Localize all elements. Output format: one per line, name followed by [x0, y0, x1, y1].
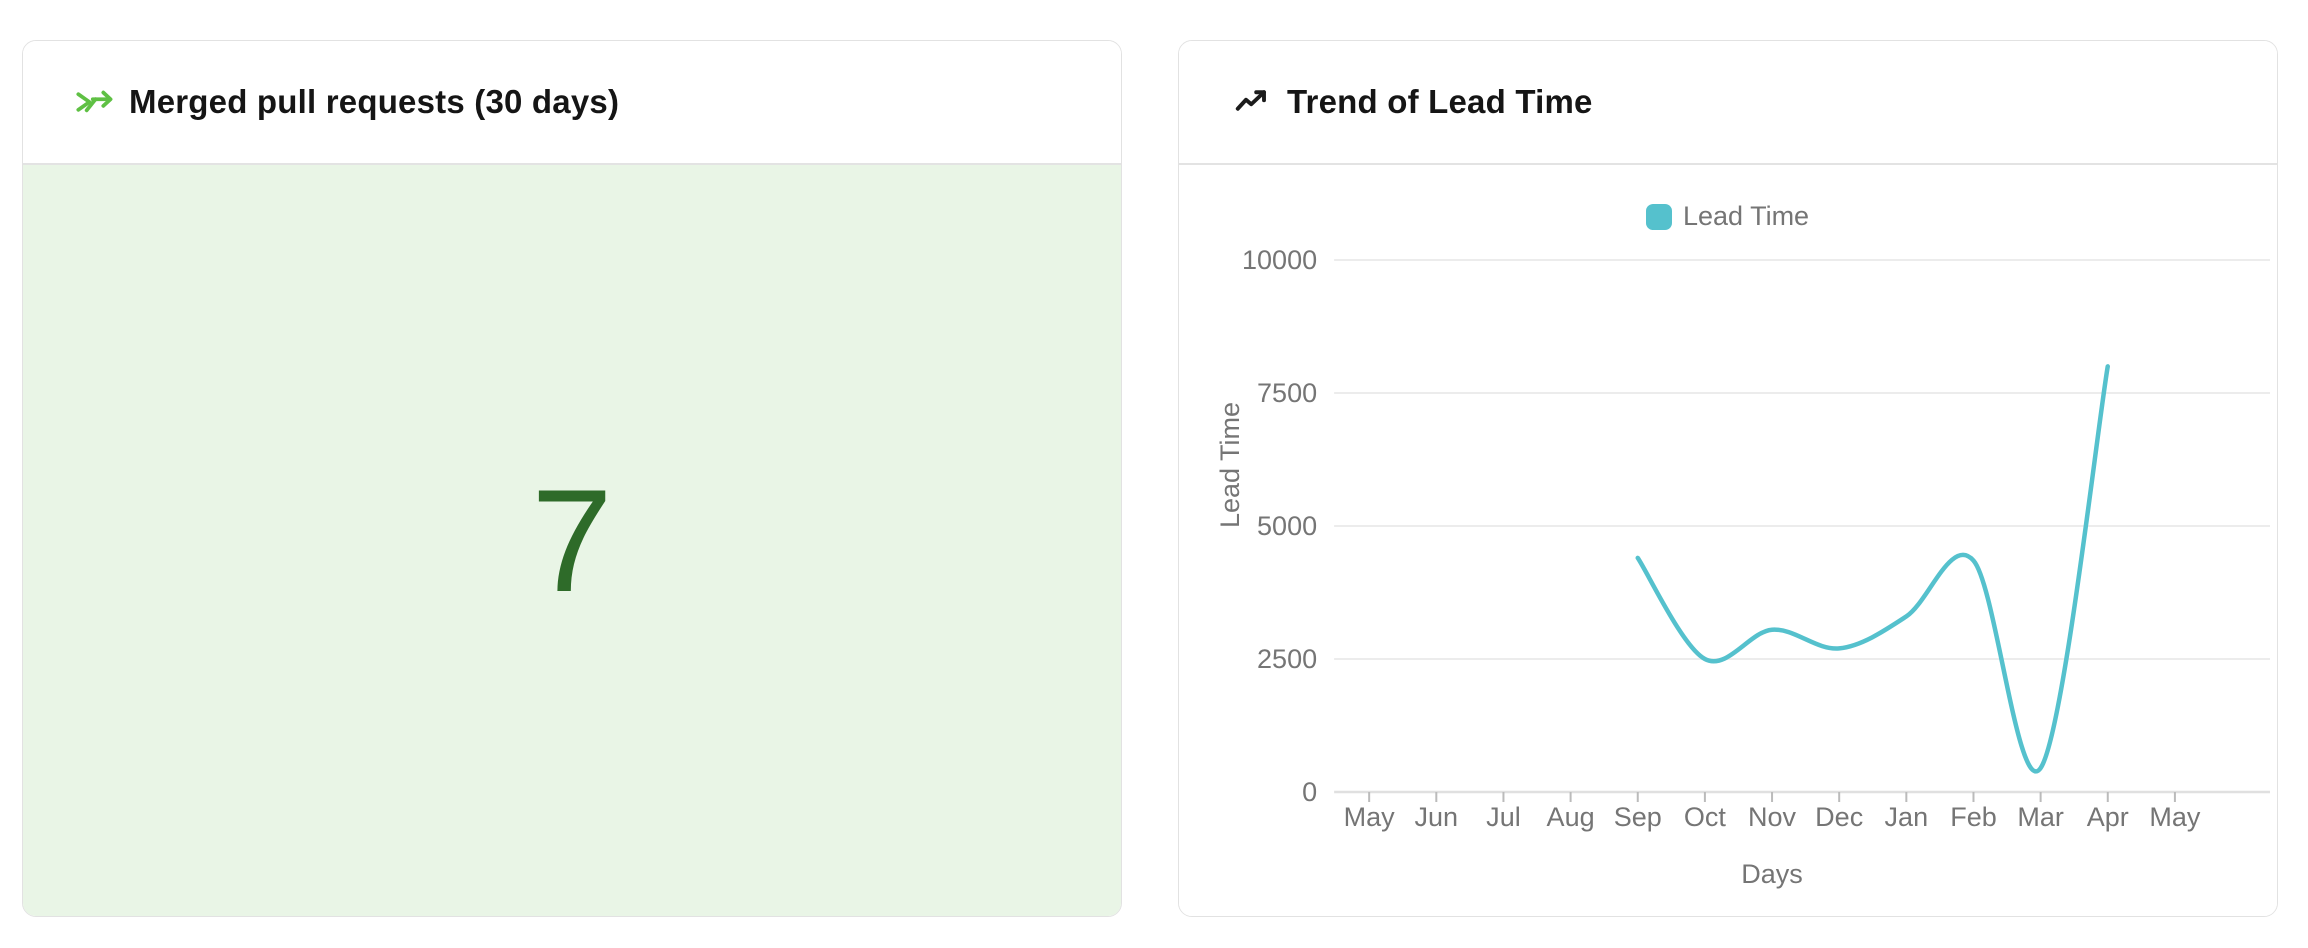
x-axis-labels: May Jun Jul Aug Sep Oct Nov Dec Jan Feb Mar Apr May — [1344, 792, 2201, 832]
svg-text:May: May — [2149, 802, 2201, 832]
y-axis-title: Lead Time — [1215, 402, 1245, 528]
merged-pr-count: 7 — [531, 458, 613, 622]
merge-arrow-icon — [75, 85, 115, 119]
svg-text:Jul: Jul — [1486, 802, 1521, 832]
svg-text:7500: 7500 — [1257, 378, 1317, 408]
y-axis-labels: 0 2500 5000 7500 10000 — [1242, 245, 1317, 807]
lead-time-card-body: 0 2500 5000 7500 10000 May Jun Jul Aug Sep Oct Nov D… — [1179, 165, 2277, 916]
svg-text:May: May — [1344, 802, 1396, 832]
legend-label: Lead Time — [1683, 201, 1810, 231]
svg-text:Nov: Nov — [1748, 802, 1797, 832]
svg-text:Sep: Sep — [1614, 802, 1662, 832]
chart-legend[interactable]: Lead Time — [1646, 201, 1809, 232]
lead-time-card: Trend of Lead Time 0 2500 5000 7500 10000 May… — [1178, 40, 2278, 917]
trending-up-icon — [1231, 84, 1273, 120]
y-gridlines — [1334, 259, 2270, 794]
svg-text:5000: 5000 — [1257, 511, 1317, 541]
merged-pr-card-title: Merged pull requests (30 days) — [129, 83, 620, 120]
lead-time-card-header: Trend of Lead Time — [1179, 41, 2277, 165]
svg-text:2500: 2500 — [1257, 644, 1317, 674]
svg-text:Oct: Oct — [1684, 802, 1727, 832]
svg-text:Aug: Aug — [1547, 802, 1595, 832]
merged-pr-card-header: Merged pull requests (30 days) — [23, 41, 1121, 165]
lead-time-chart: 0 2500 5000 7500 10000 May Jun Jul Aug Sep Oct Nov D… — [1215, 245, 2270, 889]
x-axis-title: Days — [1741, 859, 1803, 889]
dashboard: Merged pull requests (30 days) 7 Trend o… — [22, 40, 2278, 917]
legend-swatch-icon — [1646, 203, 1672, 230]
svg-text:10000: 10000 — [1242, 245, 1317, 275]
svg-text:0: 0 — [1302, 777, 1317, 807]
merged-pr-card: Merged pull requests (30 days) 7 — [22, 40, 1122, 917]
lead-time-card-title: Trend of Lead Time — [1287, 83, 1593, 120]
merged-pr-card-body: 7 — [23, 165, 1121, 916]
svg-text:Jun: Jun — [1415, 802, 1459, 832]
svg-text:Feb: Feb — [1950, 802, 1997, 832]
svg-text:Mar: Mar — [2017, 802, 2064, 832]
lead-time-series-line — [1635, 364, 2110, 774]
svg-text:Jan: Jan — [1885, 802, 1929, 832]
svg-text:Apr: Apr — [2087, 802, 2129, 832]
svg-text:Dec: Dec — [1815, 802, 1863, 832]
